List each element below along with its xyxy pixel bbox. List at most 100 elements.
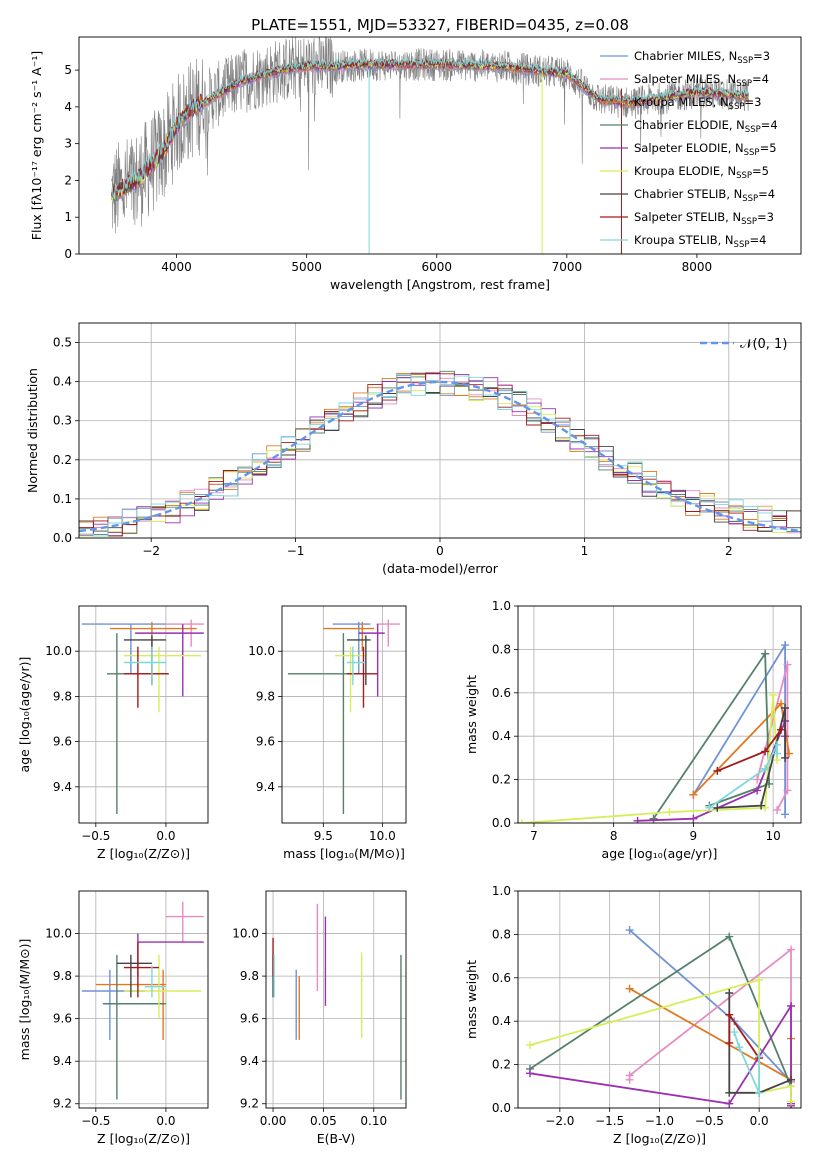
weight-marker: [725, 988, 734, 997]
x-tick-label: −1: [287, 544, 305, 558]
residual-histogram: [79, 372, 801, 538]
model-spectrum-line: [111, 57, 749, 198]
spectrum-legend: Chabrier MILES, NSSP=3 Salpeter MILES, NS…: [600, 49, 778, 250]
weight-line: [733, 1031, 760, 1094]
data-point: [346, 646, 378, 708]
y-tick-label: 0.1: [53, 492, 72, 506]
weight-marker: [725, 932, 734, 941]
weight-marker: [725, 1010, 734, 1019]
x-tick-label: 0.10: [360, 1114, 387, 1128]
x-axis-label: wavelength [Angstrom, rest frame]: [330, 277, 550, 292]
residual-histogram: [79, 374, 801, 538]
x-axis-label: age [log₁₀(age/yr)]: [602, 846, 718, 861]
legend-label: Kroupa STELIB, NSSP=4: [634, 233, 766, 250]
axes-mass_vs_ebv: 0.00 0.05 0.10 9.2 9.4 9.6 9.8 10.0 E(B-V): [232, 891, 406, 1146]
weight-marker: [753, 786, 762, 795]
residual-legend: 𝒩(0, 1): [700, 337, 787, 352]
y-tick-label: 10.0: [248, 644, 275, 658]
grid-mass_vs_ebv: [266, 891, 406, 1108]
y-tick-label: 2: [64, 173, 72, 187]
weight-series: [705, 740, 782, 812]
x-axis-label: Z [log₁₀(Z/Z⊙)]: [613, 1131, 706, 1146]
data-point: [102, 954, 166, 1100]
errorbars-age_vs_mass: [287, 619, 401, 814]
y-tick-label: 0.5: [53, 336, 72, 350]
weight-marker: [625, 1071, 634, 1080]
x-tick-label: −2: [142, 544, 160, 558]
y-tick-label: 0.4: [492, 729, 511, 743]
data-point: [123, 646, 201, 713]
weight-marker: [730, 1028, 739, 1037]
x-tick-label: −0.5: [81, 1114, 110, 1128]
weight-marker: [735, 1043, 744, 1052]
residual-histograms: [79, 370, 801, 538]
weight-marker: [787, 1097, 796, 1106]
x-tick-label: 7: [530, 829, 538, 843]
weight-marker: [781, 810, 790, 819]
weights-weight_vs_age: [518, 641, 794, 823]
x-tick-label: 8000: [682, 260, 713, 274]
weight-marker: [755, 975, 764, 984]
weight-marker: [633, 816, 642, 823]
y-tick-label: 9.6: [240, 1012, 259, 1026]
y-tick-label: 1.0: [492, 599, 511, 613]
x-axis-label: Z [log₁₀(Z/Z⊙)]: [97, 846, 190, 861]
weight-marker: [761, 747, 770, 756]
y-axis-label: Flux [fλ10⁻¹⁷ erg cm⁻² s⁻¹ A⁻¹]: [29, 51, 44, 240]
data-point: [144, 965, 166, 998]
weight-series: [689, 699, 794, 799]
y-axis-label: mass weight: [464, 960, 479, 1039]
x-tick-label: −1.0: [645, 1114, 674, 1128]
errorbars-mass_vs_Z: [81, 901, 204, 1100]
y-axis-label: mass [log₁₀(M/M⊙)]: [17, 939, 32, 1061]
legend-label: Salpeter MILES, NSSP=4: [634, 72, 769, 89]
weight-series: [713, 725, 786, 775]
weight-marker: [755, 1088, 764, 1097]
data-point: [358, 624, 385, 697]
y-tick-label: 0.4: [492, 1014, 511, 1028]
weight-marker: [761, 649, 770, 658]
grid-mass_vs_Z: [79, 891, 208, 1108]
x-tick-label: 9: [690, 829, 698, 843]
y-tick-label: 10.0: [45, 644, 72, 658]
weight-line: [717, 707, 786, 809]
weight-line: [756, 664, 789, 811]
x-tick-label: 8: [610, 829, 618, 843]
x-axis-label: E(B-V): [317, 1131, 356, 1146]
weight-line: [708, 744, 778, 809]
weight-marker: [785, 749, 794, 758]
data-point: [346, 635, 371, 686]
x-tick-label: −2.0: [545, 1114, 574, 1128]
legend-label: Chabrier MILES, NSSP=3: [634, 49, 770, 66]
weight-marker: [787, 945, 796, 954]
y-tick-label: 0.0: [53, 531, 72, 545]
weight-marker: [518, 819, 526, 823]
y-axis-label: Normed distribution: [25, 368, 40, 493]
weight-marker: [773, 749, 782, 758]
weight-marker: [725, 1099, 734, 1108]
data-point: [332, 621, 371, 674]
y-tick-label: 1: [64, 210, 72, 224]
frame-mass_vs_ebv: [265, 890, 407, 1109]
y-tick-label: 0.0: [492, 1101, 511, 1115]
legend-label: Salpeter ELODIE, NSSP=5: [634, 141, 777, 158]
weight-marker: [787, 1075, 796, 1084]
axes-spectrum: 4000 5000 6000 7000 8000 0 1 2 3 4 5 wavelength [An…: [29, 51, 712, 292]
x-axis-label: (data-model)/error: [382, 561, 499, 576]
weight-marker: [773, 740, 782, 749]
y-tick-label: 9.2: [240, 1097, 259, 1111]
weight-marker: [665, 808, 674, 817]
legend-label: Kroupa MILES, NSSP=3: [634, 95, 761, 112]
x-tick-label: 1: [581, 544, 589, 558]
data-point: [135, 624, 204, 697]
y-tick-label: 9.2: [53, 1097, 72, 1111]
frame-weight_vs_Z: [517, 890, 802, 1109]
x-tick-label: 0.0: [156, 1114, 175, 1128]
y-tick-label: 10.0: [45, 927, 72, 941]
x-tick-label: 0.0: [156, 829, 175, 843]
y-tick-label: 0.2: [53, 453, 72, 467]
x-tick-label: 0: [436, 544, 444, 558]
weight-marker: [713, 766, 722, 775]
legend-label: Chabrier ELODIE, NSSP=4: [634, 118, 778, 135]
